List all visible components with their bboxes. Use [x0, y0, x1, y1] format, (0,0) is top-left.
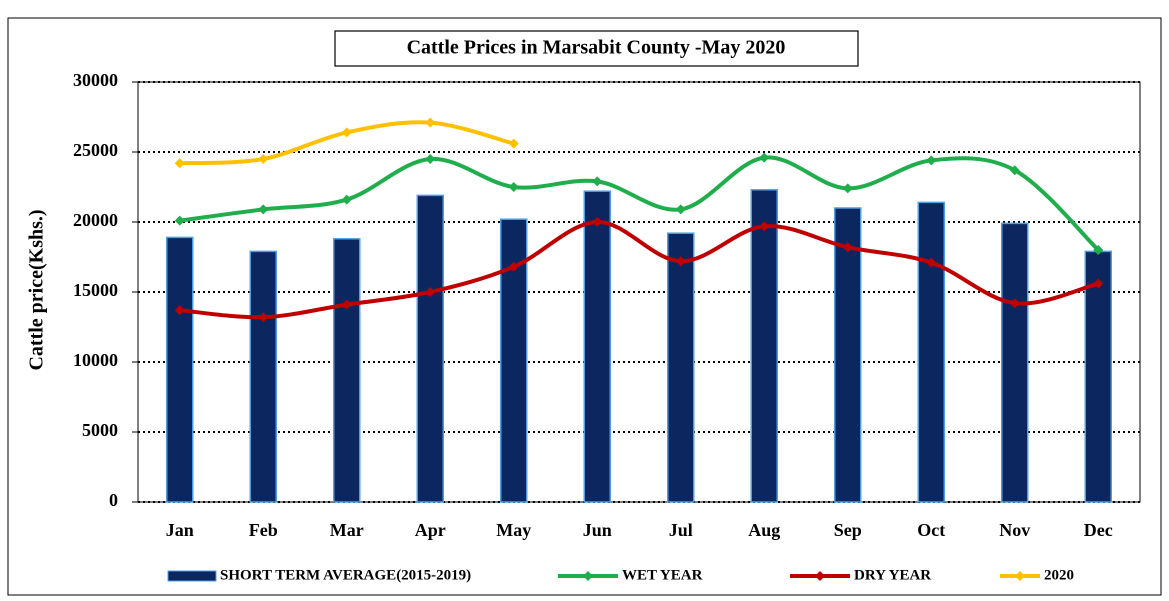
x-tick-label: Mar: [330, 520, 364, 540]
bar: [500, 218, 528, 503]
y-tick-label: 0: [109, 490, 118, 510]
marker: [508, 138, 519, 149]
x-tick-label: Nov: [999, 520, 1030, 540]
legend-marker: [1015, 571, 1025, 581]
marker: [842, 242, 853, 253]
bar: [249, 250, 277, 503]
bar: [583, 190, 611, 503]
y-tick-label: 10000: [73, 350, 118, 370]
marker: [926, 155, 937, 166]
marker: [508, 182, 519, 192]
marker: [425, 117, 436, 128]
legend-label: WET YEAR: [622, 567, 703, 583]
marker: [341, 194, 352, 205]
x-tick-label: Jan: [166, 520, 194, 540]
x-tick-label: Feb: [249, 520, 278, 540]
bar: [917, 201, 945, 503]
bar: [1084, 250, 1112, 503]
legend-label: SHORT TERM AVERAGE(2015-2019): [220, 567, 471, 583]
marker: [258, 312, 269, 323]
bar: [750, 189, 778, 503]
legend-marker: [815, 571, 825, 581]
y-tick-label: 15000: [73, 280, 118, 300]
bar: [333, 238, 361, 503]
marker: [341, 299, 352, 310]
y-axis-label: Cattle price(Kshs.): [26, 209, 48, 370]
marker: [926, 257, 937, 268]
marker: [341, 127, 352, 138]
y-tick-label: 25000: [73, 140, 118, 160]
x-tick-label: Oct: [917, 520, 945, 540]
x-tick-label: Jun: [583, 520, 612, 540]
x-tick-label: Jul: [669, 520, 693, 540]
y-tick-label: 30000: [73, 70, 118, 90]
marker: [675, 256, 686, 267]
bar: [416, 194, 444, 503]
legend-label: DRY YEAR: [854, 567, 931, 583]
line: [179, 219, 1099, 320]
line: [179, 155, 1100, 252]
marker: [1093, 245, 1104, 255]
marker: [174, 305, 185, 316]
marker: [508, 261, 519, 272]
marker: [1093, 278, 1104, 289]
y-tick-label: 5000: [82, 420, 118, 440]
marker: [592, 176, 603, 187]
legend-label: 2020: [1044, 567, 1074, 583]
bar: [1001, 222, 1029, 503]
marker: [759, 221, 770, 232]
marker: [592, 217, 603, 227]
marker: [842, 183, 853, 194]
marker: [174, 158, 185, 169]
y-tick-label: 20000: [73, 210, 118, 230]
bar: [834, 207, 862, 503]
x-tick-label: Aug: [748, 520, 780, 540]
marker: [174, 215, 185, 226]
marker: [258, 204, 269, 215]
x-tick-label: Apr: [415, 520, 446, 540]
chart-border: [7, 17, 1162, 596]
marker: [1009, 165, 1020, 176]
x-tick-label: May: [496, 520, 531, 540]
title-box: [334, 30, 859, 67]
bar: [166, 236, 194, 503]
x-tick-label: Sep: [834, 520, 862, 540]
marker: [759, 152, 770, 163]
marker: [258, 154, 269, 164]
marker: [675, 204, 686, 215]
chart-title: Cattle Prices in Marsabit County -May 20…: [407, 37, 786, 59]
legend-swatch: [167, 570, 217, 582]
marker: [1009, 298, 1020, 309]
x-tick-label: Dec: [1084, 520, 1113, 540]
marker: [425, 154, 436, 164]
bar: [667, 232, 695, 503]
marker: [425, 287, 436, 297]
legend-marker: [583, 571, 593, 581]
